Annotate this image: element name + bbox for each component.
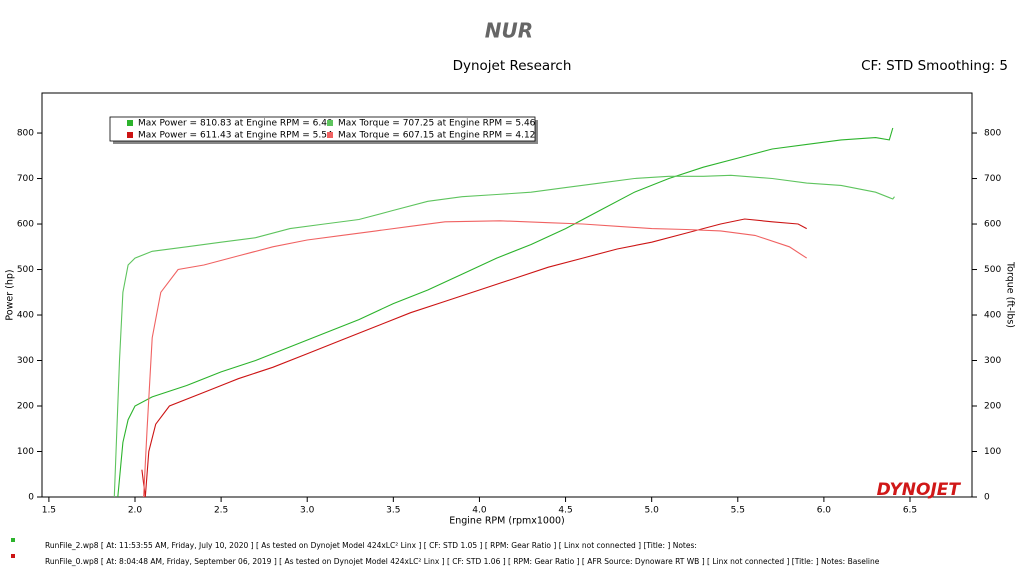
legend-swatch <box>327 132 333 138</box>
y-tick-label: 700 <box>17 174 34 184</box>
x-tick-label: 4.0 <box>472 506 487 516</box>
legend-swatch <box>127 132 133 138</box>
y-axis-title: Power (hp) <box>5 269 16 320</box>
run-note: RunFile_2.wp8 [ At: 11:53:55 AM, Friday,… <box>45 541 697 550</box>
watermark: DYNOJET <box>877 480 962 500</box>
x-tick-label: 3.5 <box>386 506 400 516</box>
x-tick-label: 3.0 <box>300 506 315 516</box>
x-axis-title: Engine RPM (rpmx1000) <box>449 516 565 527</box>
series-line <box>117 127 894 498</box>
y2-tick-label: 300 <box>984 356 1001 366</box>
x-tick-label: 6.0 <box>817 506 832 516</box>
chart-title: Dynojet Research <box>453 58 572 74</box>
legend-label: Max Power = 810.83 at Engine RPM = 6.40 <box>138 119 333 129</box>
legend-label: Max Torque = 707.25 at Engine RPM = 5.46 <box>338 119 536 129</box>
x-tick-label: 2.5 <box>214 506 228 516</box>
y2-tick-label: 100 <box>984 447 1001 457</box>
legend-label: Max Torque = 607.15 at Engine RPM = 4.12 <box>338 131 535 141</box>
series-line <box>113 174 895 498</box>
y-tick-label: 500 <box>17 265 34 275</box>
y-tick-label: 400 <box>17 311 34 321</box>
y2-tick-label: 600 <box>984 220 1001 230</box>
x-tick-label: 2.0 <box>128 506 143 516</box>
plot-frame <box>41 92 973 498</box>
run-note: RunFile_0.wp8 [ At: 8:04:48 AM, Friday, … <box>45 557 880 566</box>
legend-swatch <box>327 120 333 126</box>
legend-swatch <box>127 120 133 126</box>
series-line <box>143 220 808 498</box>
y-tick-label: 200 <box>17 402 34 412</box>
y2-axis-title: Torque (ft-lbs) <box>1005 261 1016 328</box>
y-tick-label: 600 <box>17 220 34 230</box>
y2-tick-label: 200 <box>984 402 1001 412</box>
legend-label: Max Power = 611.43 at Engine RPM = 5.54 <box>138 131 333 141</box>
y2-tick-label: 500 <box>984 265 1001 275</box>
y2-tick-label: 0 <box>984 493 990 503</box>
x-tick-label: 5.0 <box>645 506 660 516</box>
note-swatch <box>11 538 15 542</box>
logo: NUR <box>485 19 533 43</box>
chart-subtitle: CF: STD Smoothing: 5 <box>861 58 1008 74</box>
x-tick-label: 4.5 <box>558 506 572 516</box>
series-line <box>141 218 807 498</box>
y-tick-label: 100 <box>17 447 34 457</box>
y2-tick-label: 800 <box>984 129 1001 139</box>
y-tick-label: 0 <box>28 493 34 503</box>
x-tick-label: 1.5 <box>42 506 56 516</box>
x-tick-label: 5.5 <box>731 506 745 516</box>
y-tick-label: 300 <box>17 356 34 366</box>
x-tick-label: 6.5 <box>903 506 917 516</box>
note-swatch <box>11 554 15 558</box>
y2-tick-label: 400 <box>984 311 1001 321</box>
y2-tick-label: 700 <box>984 174 1001 184</box>
legend-box <box>109 116 536 142</box>
y-tick-label: 800 <box>17 129 34 139</box>
